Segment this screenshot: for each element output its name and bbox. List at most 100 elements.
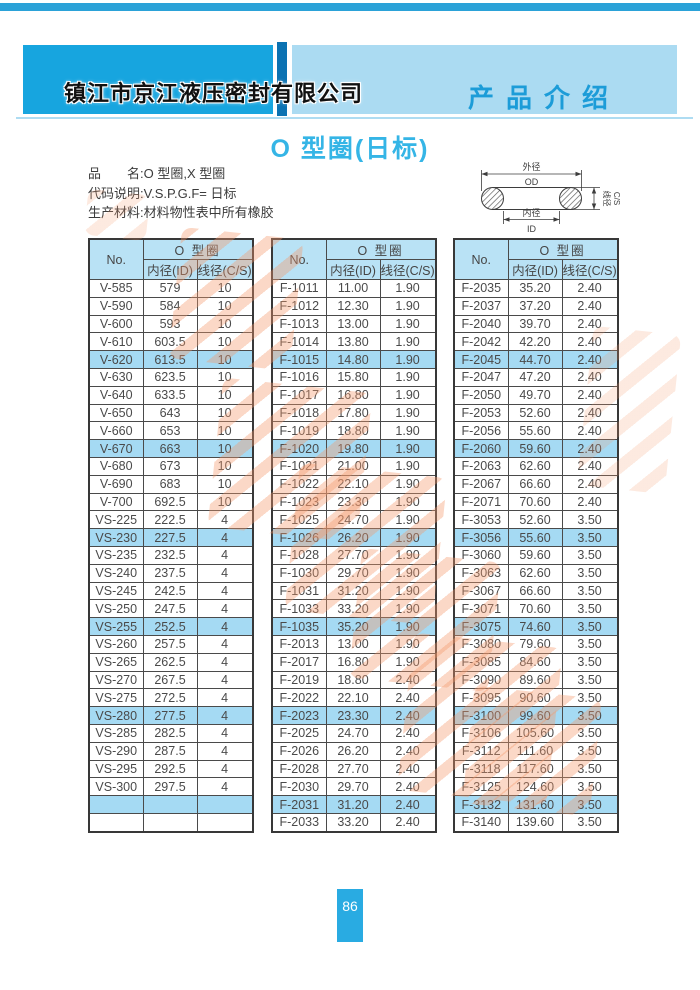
cell-cs: 10: [196, 314, 254, 334]
cell-cs: 2.40: [379, 759, 437, 779]
col-header-id: 内径(ID): [325, 259, 381, 280]
col-header-no: No.: [271, 238, 327, 280]
cell-cs: 2.40: [379, 812, 437, 833]
table-row: F-1015 14.80 1.90: [271, 350, 437, 369]
cell-id: 22.10: [325, 474, 381, 494]
cell-cs: 2.40: [379, 777, 437, 797]
cell-no: V-690: [88, 474, 144, 494]
cell-id: 117.60: [507, 759, 563, 779]
cell-id: 31.20: [325, 581, 381, 601]
cell-cs: 4: [196, 723, 254, 743]
cell-no: F-3056: [453, 528, 509, 547]
table-row: F-2040 39.70 2.40: [453, 314, 619, 334]
cell-id: 47.20: [507, 367, 563, 387]
cell-id: 27.70: [325, 545, 381, 565]
cell-no: F-2030: [271, 777, 327, 797]
inner-diameter-label: 内径: [522, 207, 540, 218]
spec-table-3: No. O 型圈 内径(ID) 线径(C/S) F-2035 35.20 2.40 F…: [453, 238, 619, 833]
cell-no: VS-285: [88, 723, 144, 743]
cell-cs: 3.50: [561, 510, 619, 530]
table-row: F-3090 89.60 3.50: [453, 670, 619, 690]
cell-no: F-1021: [271, 456, 327, 476]
table-row: F-1011 11.00 1.90: [271, 279, 437, 298]
cell-no: F-2023: [271, 706, 327, 725]
cell-id: 89.60: [507, 670, 563, 690]
cell-cs: 10: [196, 279, 254, 298]
cell-no: F-3132: [453, 795, 509, 814]
cell-no: F-1011: [271, 279, 327, 298]
cell-id: 33.20: [325, 599, 381, 619]
cell-no: F-2037: [453, 296, 509, 316]
table-row: F-2071 70.60 2.40: [453, 492, 619, 512]
table-row: F-1021 21.00 1.90: [271, 456, 437, 476]
table-row: F-2047 47.20 2.40: [453, 367, 619, 387]
cell-id: 643: [142, 403, 198, 423]
table-row: F-3063 62.60 3.50: [453, 563, 619, 583]
cell-cs: 1.90: [379, 456, 437, 476]
table-row: F-3140 139.60 3.50: [453, 812, 619, 833]
col-header-id: 内径(ID): [507, 259, 563, 280]
cell-no: F-2053: [453, 403, 509, 423]
cell-id: 633.5: [142, 385, 198, 405]
cell-no: VS-290: [88, 741, 144, 761]
table-row: F-2063 62.60 2.40: [453, 456, 619, 476]
cell-id: 13.00: [325, 634, 381, 654]
cell-id: 52.60: [507, 510, 563, 530]
cell-cs: 2.40: [561, 332, 619, 352]
table-row: F-1016 15.80 1.90: [271, 367, 437, 387]
table-row: F-2037 37.20 2.40: [453, 296, 619, 316]
table-row: VS-225 222.5 4: [88, 510, 254, 530]
cell-id: 35.20: [507, 279, 563, 298]
cell-cs: 10: [196, 474, 254, 494]
ring-section-right: [559, 187, 582, 210]
cell-no: VS-235: [88, 545, 144, 565]
cell-cs: 1.90: [379, 439, 437, 458]
cell-no: V-630: [88, 367, 144, 387]
col-header-group: O 型圈: [325, 238, 437, 260]
cell-no: VS-255: [88, 617, 144, 636]
cell-no: [88, 795, 144, 814]
table-row: VS-270 267.5 4: [88, 670, 254, 690]
cell-id: 12.30: [325, 296, 381, 316]
table-row: F-3085 84.60 3.50: [453, 652, 619, 672]
cell-no: F-1013: [271, 314, 327, 334]
table-row: F-1012 12.30 1.90: [271, 296, 437, 316]
cell-no: VS-230: [88, 528, 144, 547]
cell-no: F-2060: [453, 439, 509, 458]
cell-id: 27.70: [325, 759, 381, 779]
table-row: VS-240 237.5 4: [88, 563, 254, 583]
cell-no: F-2026: [271, 741, 327, 761]
cell-no: V-660: [88, 421, 144, 441]
cell-id: 673: [142, 456, 198, 476]
cell-cs: 2.40: [561, 350, 619, 369]
cell-id: 287.5: [142, 741, 198, 761]
cell-id: 593: [142, 314, 198, 334]
cell-id: 70.60: [507, 492, 563, 512]
cell-id: 17.80: [325, 403, 381, 423]
cell-cs: 1.90: [379, 367, 437, 387]
cell-cs: 3.50: [561, 688, 619, 708]
cell-cs: [196, 812, 254, 833]
cell-no: V-590: [88, 296, 144, 316]
inner-diameter-abbr: ID: [527, 224, 537, 234]
cell-no: VS-280: [88, 706, 144, 725]
cell-cs: 3.50: [561, 581, 619, 601]
cell-no: F-1033: [271, 599, 327, 619]
cell-no: VS-260: [88, 634, 144, 654]
cell-no: F-2042: [453, 332, 509, 352]
table-row: F-3100 99.60 3.50: [453, 706, 619, 725]
cell-id: 62.60: [507, 563, 563, 583]
cell-id: 19.80: [325, 439, 381, 458]
cell-cs: 1.90: [379, 528, 437, 547]
table-row: VS-255 252.5 4: [88, 617, 254, 636]
cell-no: F-2071: [453, 492, 509, 512]
cell-id: 66.60: [507, 474, 563, 494]
cell-no: F-1016: [271, 367, 327, 387]
table-row: VS-245 242.5 4: [88, 581, 254, 601]
table-row: F-2026 26.20 2.40: [271, 741, 437, 761]
cell-id: 23.30: [325, 492, 381, 512]
cell-id: 13.00: [325, 314, 381, 334]
cell-cs: 3.50: [561, 759, 619, 779]
cell-no: VS-270: [88, 670, 144, 690]
cell-no: V-620: [88, 350, 144, 369]
